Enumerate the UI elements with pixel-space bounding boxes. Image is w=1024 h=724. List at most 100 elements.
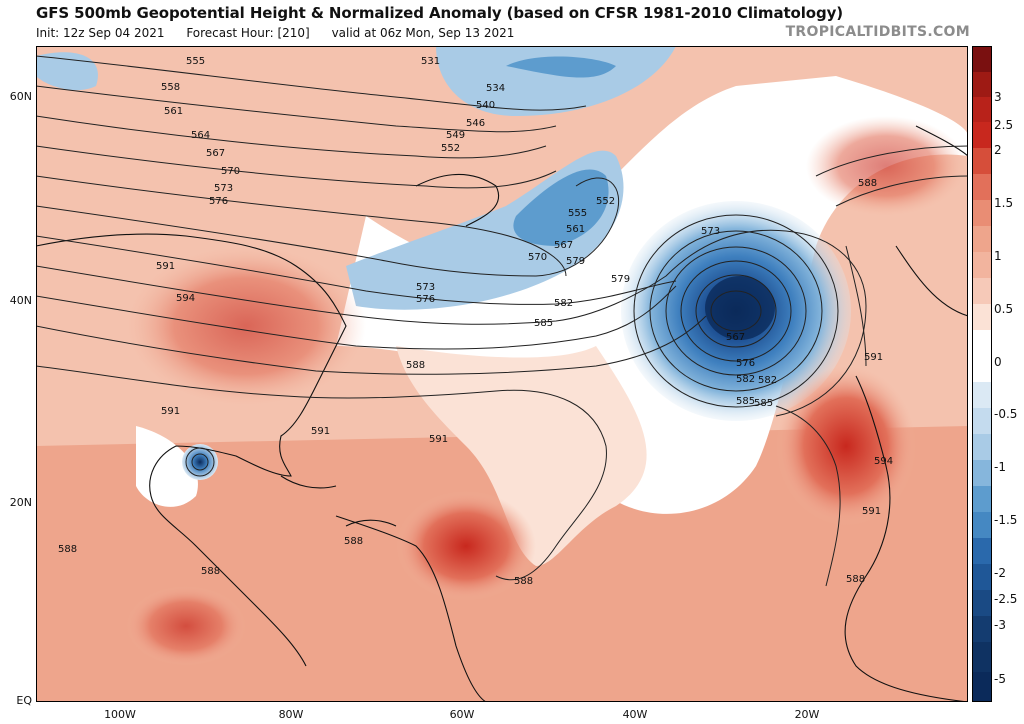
colorbar-label: -3 xyxy=(994,618,1006,632)
contour-label-group: 531 534 540 546 549 552 555 558 561 564 … xyxy=(58,56,893,587)
contour-label: 576 xyxy=(736,358,755,369)
anomaly-map: 531 534 540 546 549 552 555 558 561 564 … xyxy=(36,46,968,702)
contour-label: 588 xyxy=(846,574,865,585)
colorbar-segment xyxy=(972,460,992,486)
colorbar-segment xyxy=(972,304,992,330)
colorbar-label: -2 xyxy=(994,566,1006,580)
caribbean-warm-core xyxy=(396,491,536,601)
colorbar-label: 3 xyxy=(994,90,1002,104)
contour-label: 561 xyxy=(164,106,183,117)
contour-label: 540 xyxy=(476,100,495,111)
contour-label: 567 xyxy=(554,240,573,251)
contour-label: 585 xyxy=(754,398,773,409)
colorbar-label: 0.5 xyxy=(994,302,1014,316)
colorbar-label: 2.5 xyxy=(994,118,1014,132)
contour-label: 570 xyxy=(528,252,547,263)
us-warm-core xyxy=(126,246,366,406)
africa-warm-core xyxy=(776,366,916,526)
gulf-low-anomaly xyxy=(182,444,218,480)
forecast-hour: Forecast Hour: [210] xyxy=(186,26,310,40)
contour-label: 588 xyxy=(201,566,220,577)
colorbar-segment xyxy=(972,486,992,512)
colorbar-label: 1.5 xyxy=(994,196,1014,210)
colorbar-label: -2.5 xyxy=(994,592,1018,606)
lat-label-20n: 20N xyxy=(9,496,32,509)
canada-cold-core xyxy=(513,169,609,246)
lon-label-100w: 100W xyxy=(104,708,136,721)
contour-label: 591 xyxy=(311,426,330,437)
contour-label: 582 xyxy=(758,375,777,386)
lat-label-eq: EQ xyxy=(16,694,32,707)
colorbar-segment xyxy=(972,434,992,460)
contour-label: 555 xyxy=(186,56,205,67)
greenland-cold-core xyxy=(506,56,616,78)
colorbar-label: 1 xyxy=(994,249,1002,263)
lat-label-60n: 60N xyxy=(9,90,32,103)
contour-label: 567 xyxy=(206,148,225,159)
lon-label-60w: 60W xyxy=(449,708,475,721)
europe-warm-core xyxy=(806,116,966,216)
colorbar-segment xyxy=(972,252,992,278)
contour-label: 591 xyxy=(864,352,883,363)
colorbar-label: 2 xyxy=(994,143,1002,157)
contour-label: 588 xyxy=(58,544,77,555)
contour-label: 594 xyxy=(874,456,893,467)
colorbar-segment xyxy=(972,616,992,642)
colorbar-segment xyxy=(972,174,992,200)
map-subtitle: Init: 12z Sep 04 2021 Forecast Hour: [21… xyxy=(36,26,532,40)
colorbar-segment xyxy=(972,97,992,122)
contour-label: 573 xyxy=(214,183,233,194)
colorbar-segment xyxy=(972,226,992,252)
colorbar-segment xyxy=(972,278,992,304)
contour-label: 552 xyxy=(596,196,615,207)
contour-label: 579 xyxy=(566,256,585,267)
lon-label-80w: 80W xyxy=(278,708,304,721)
colorbar-segment xyxy=(972,382,992,408)
colorbar-label: -1 xyxy=(994,460,1006,474)
colorbar-segment xyxy=(972,330,992,382)
colorbar-segment xyxy=(972,642,992,672)
colorbar-frame xyxy=(972,46,992,702)
contour-label: 582 xyxy=(736,374,755,385)
contour-label: 546 xyxy=(466,118,485,129)
contour-label: 534 xyxy=(486,83,505,94)
colorbar-segment xyxy=(972,564,992,590)
colorbar-label: -1.5 xyxy=(994,513,1018,527)
contour-label: 573 xyxy=(701,226,720,237)
greenland-cold-anomaly xyxy=(436,46,676,116)
contour-label: 591 xyxy=(862,506,881,517)
contour-label: 570 xyxy=(221,166,240,177)
colorbar-segment xyxy=(972,590,992,616)
contour-label: 561 xyxy=(566,224,585,235)
contour-label: 552 xyxy=(441,143,460,154)
light-warm-subtropics xyxy=(396,346,647,566)
colorbar-segment xyxy=(972,200,992,226)
contour-label: 591 xyxy=(156,261,175,272)
colorbar-segment xyxy=(972,408,992,434)
contour-label: 564 xyxy=(191,130,210,141)
lat-label-40n: 40N xyxy=(9,294,32,307)
contour-label: 588 xyxy=(514,576,533,587)
coastlines xyxy=(36,125,968,702)
colorbar-segment xyxy=(972,122,992,148)
colorbar-label: -5 xyxy=(994,672,1006,686)
colorbar-segment xyxy=(972,538,992,564)
valid-time: valid at 06z Mon, Sep 13 2021 xyxy=(331,26,515,40)
contour-label: 591 xyxy=(161,406,180,417)
contour-label: 585 xyxy=(736,396,755,407)
map-frame xyxy=(36,46,968,702)
contour-label: 558 xyxy=(161,82,180,93)
map-title: GFS 500mb Geopotential Height & Normaliz… xyxy=(36,4,844,22)
contour-label: 594 xyxy=(176,293,195,304)
init-time: Init: 12z Sep 04 2021 xyxy=(36,26,165,40)
colorbar-label: -0.5 xyxy=(994,407,1018,421)
contour-label: 588 xyxy=(858,178,877,189)
contour-label: 567 xyxy=(726,332,745,343)
contour-label: 588 xyxy=(344,536,363,547)
pacific-warm-core xyxy=(126,586,246,666)
contour-label: 549 xyxy=(446,130,465,141)
contour-label: 591 xyxy=(429,434,448,445)
alaska-cold-anomaly xyxy=(36,52,98,91)
contour-label: 588 xyxy=(406,360,425,371)
contour-label: 555 xyxy=(568,208,587,219)
